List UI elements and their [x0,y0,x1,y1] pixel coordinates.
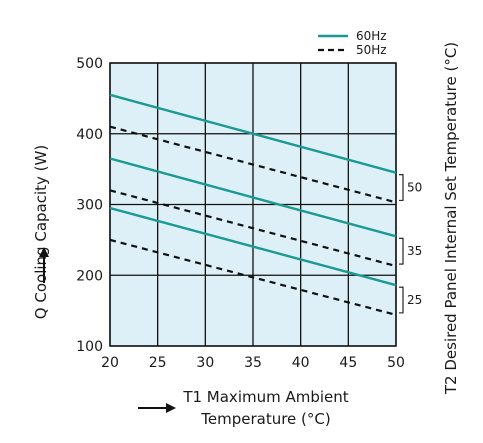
y-axis-label: Q Cooling Capacity (W) [32,145,50,319]
series-50hz-35 [109,189,397,268]
y-tick-100: 100 [76,339,103,355]
set-temp-label-50: 50 [407,181,422,195]
y-tick-500: 500 [76,56,103,72]
y-tick-200: 200 [76,268,103,284]
x-tick-30: 30 [196,355,214,371]
bracket-35 [399,237,404,265]
bracket-25 [399,286,404,314]
x-tick-25: 25 [149,355,167,371]
series-60hz-25 [109,206,397,287]
grid-lines [109,62,397,347]
x-tick-40: 40 [292,355,310,371]
set-temp-label-35: 35 [407,244,422,258]
set-temperature-brackets: 50 35 25 [399,174,422,314]
x-tick-35: 35 [244,355,262,371]
y-tick-400: 400 [76,127,103,143]
x-tick-45: 45 [339,355,357,371]
x-axis-label-line2: Temperature (°C) [200,410,330,428]
x-axis-label-line1: T1 Maximum Ambient [182,388,348,406]
y-axis-arrow [39,247,49,283]
set-temp-label-25: 25 [407,293,422,307]
tick-labels: 20 25 30 35 40 45 50 100 200 300 400 500 [76,56,405,371]
series-50hz-25 [109,238,397,316]
y-tick-300: 300 [76,198,103,214]
bracket-50 [399,174,404,201]
x-axis-arrow [138,403,176,413]
series-50hz-50 [109,125,397,204]
series-60hz-35 [109,157,397,238]
x-tick-50: 50 [387,355,405,371]
series-60hz-50 [109,93,397,174]
right-axis-label: T2 Desired Panel Internal Set Temperatur… [442,42,460,395]
series-lines [109,93,397,316]
legend-label-60hz: 60Hz [356,29,387,43]
legend-label-50hz: 50Hz [356,43,387,57]
x-tick-20: 20 [101,355,119,371]
